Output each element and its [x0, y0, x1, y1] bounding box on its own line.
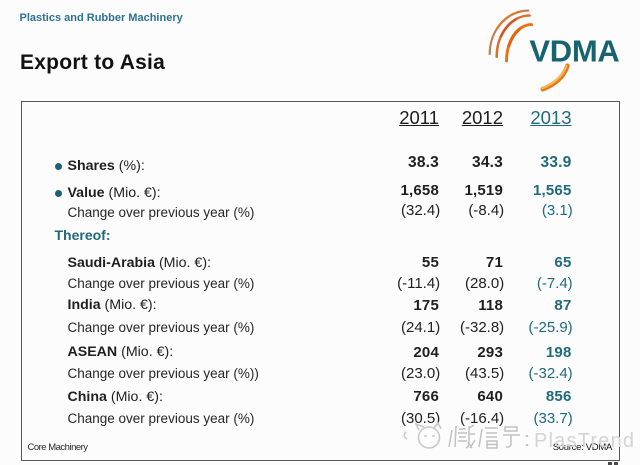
svg-text:VDMA: VDMA — [529, 34, 619, 69]
svg-text:PlasTrend: PlasTrend — [534, 430, 635, 452]
